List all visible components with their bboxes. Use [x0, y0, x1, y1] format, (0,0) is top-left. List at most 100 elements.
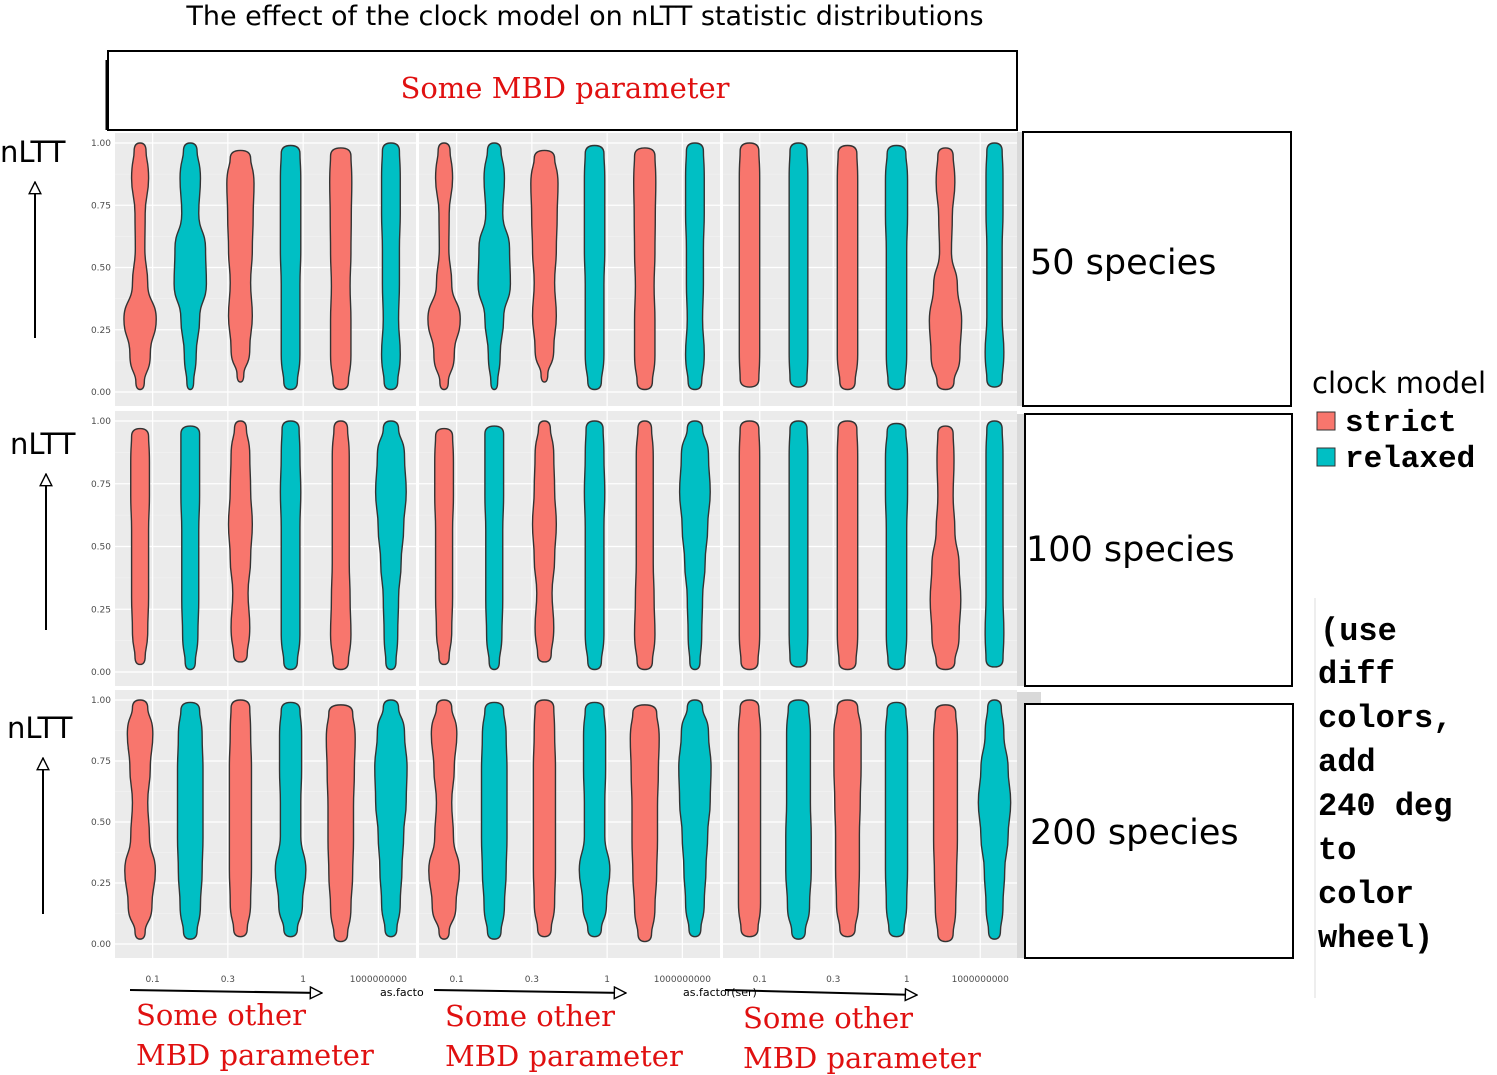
- violin-relaxed: [484, 425, 505, 671]
- x-arrow-1: [129, 990, 322, 993]
- violin-strict: [836, 144, 859, 391]
- legend-label-relaxed: relaxed: [1345, 442, 1475, 477]
- violin-relaxed: [176, 701, 204, 940]
- violin-strict: [738, 142, 761, 388]
- violin-relaxed: [984, 142, 1005, 388]
- violin-strict: [227, 420, 254, 663]
- violin-strict: [228, 699, 253, 938]
- violin-strict: [632, 147, 657, 391]
- panel-r1c3: [723, 133, 1017, 406]
- bottom-label-1-line2: MBD parameter: [136, 1038, 374, 1072]
- x-arrow-3: [724, 990, 917, 995]
- note-line-2: diff: [1318, 656, 1395, 693]
- violin-strict: [123, 142, 157, 391]
- violin-strict: [226, 149, 255, 383]
- violin-strict: [427, 142, 461, 391]
- y-tick-label: 1.00: [91, 139, 111, 149]
- note-line-6: to: [1318, 832, 1356, 869]
- panel-bg-r2c2: [419, 411, 720, 686]
- y-axis-label-2: nLTT: [10, 427, 76, 461]
- figure-title: The effect of the clock model on nLTT st…: [185, 1, 983, 32]
- violin-relaxed: [173, 142, 208, 391]
- violin-strict: [530, 149, 559, 383]
- violin-relaxed: [480, 701, 508, 940]
- legend-label-strict: strict: [1345, 406, 1457, 441]
- panel-bg-r2c1: [115, 411, 416, 686]
- violin-strict: [836, 420, 859, 671]
- y-tick-label: 0.00: [91, 668, 111, 678]
- violin-strict: [929, 425, 962, 671]
- panel-r3c3: [723, 690, 1017, 958]
- legend-title: clock model: [1312, 366, 1486, 400]
- y-tick-label: 1.00: [91, 696, 111, 706]
- y-tick-label: 0.25: [91, 605, 111, 615]
- violin-strict: [428, 699, 461, 940]
- violin-relaxed: [180, 425, 201, 671]
- note-line-3: colors,: [1318, 700, 1452, 737]
- y-tick-label: 0.50: [91, 543, 111, 553]
- panel-bg-r1c2: [419, 133, 720, 406]
- x-axis-label-fragment-1: as.facto: [380, 986, 424, 999]
- violin-strict: [531, 420, 558, 663]
- violin-relaxed: [785, 699, 812, 940]
- violin-strict: [928, 147, 963, 391]
- row-strip-box-3: [1024, 703, 1294, 959]
- violin-strict: [532, 699, 557, 938]
- panel-bg-r2c3: [723, 411, 1017, 686]
- row-strip-box-2: [1024, 413, 1293, 687]
- violin-relaxed: [578, 701, 611, 938]
- y-tick-label: 0.50: [91, 264, 111, 274]
- x-arrow-2: [433, 990, 626, 993]
- y-tick-label: 0.25: [91, 879, 111, 889]
- x-tick-label: 0.1: [753, 975, 767, 985]
- violin-relaxed: [788, 142, 809, 388]
- y-axis-label-3: nLTT: [7, 711, 73, 745]
- violin-strict: [833, 699, 862, 938]
- violin-strict: [932, 704, 959, 943]
- top-strip-box: [107, 50, 1018, 131]
- violin-relaxed: [380, 142, 401, 391]
- y-tick-label: 1.00: [91, 417, 111, 427]
- violin-relaxed: [884, 144, 909, 391]
- note-text: (use diff colors, add 240 deg to color w…: [1318, 613, 1452, 957]
- violin-strict: [629, 704, 660, 943]
- panel-r3c2: [419, 690, 720, 958]
- row-strip-label-1: 50 species: [1030, 243, 1216, 283]
- y-tick-label: 0.25: [91, 326, 111, 336]
- violin-relaxed: [884, 701, 909, 938]
- violin-strict: [434, 427, 455, 666]
- violin-relaxed: [678, 420, 711, 671]
- x-tick-label: 0.3: [525, 975, 539, 985]
- note-line-7: color: [1318, 876, 1414, 913]
- panel-r2c1: [115, 411, 416, 686]
- legend: clock model strict relaxed: [1312, 366, 1486, 477]
- violin-strict: [328, 147, 353, 391]
- x-tick-label: 0.3: [221, 975, 235, 985]
- top-strip-label: Some MBD parameter: [400, 71, 729, 105]
- violin-strict: [124, 699, 157, 940]
- x-tick-label: 1000000000: [952, 975, 1010, 985]
- violin-relaxed: [678, 699, 712, 938]
- legend-swatch-relaxed: [1316, 447, 1336, 467]
- violin-strict: [325, 704, 356, 943]
- y-tick-label: 0.75: [91, 757, 111, 767]
- violin-relaxed: [374, 699, 408, 938]
- x-tick-label: 0.3: [826, 975, 840, 985]
- x-tick-label: 1: [300, 975, 306, 985]
- violin-strict: [130, 427, 151, 666]
- y-tick-label: 0.00: [91, 940, 111, 950]
- x-axis-label-fragment-2: as.factor(ser): [683, 986, 757, 999]
- violin-relaxed: [684, 142, 705, 391]
- bottom-label-1-line1: Some other: [136, 998, 306, 1032]
- note-line-8: wheel): [1318, 920, 1433, 957]
- x-tick-label: 1000000000: [350, 975, 408, 985]
- x-tick-label: 1: [604, 975, 610, 985]
- bottom-label-3-line2: MBD parameter: [743, 1041, 981, 1075]
- panel-r1c1: [115, 133, 416, 406]
- violin-relaxed: [477, 142, 512, 391]
- bottom-label-2-line2: MBD parameter: [445, 1039, 683, 1073]
- y-tick-label: 0.75: [91, 201, 111, 211]
- violin-strict: [738, 420, 761, 671]
- violin-relaxed: [279, 144, 302, 391]
